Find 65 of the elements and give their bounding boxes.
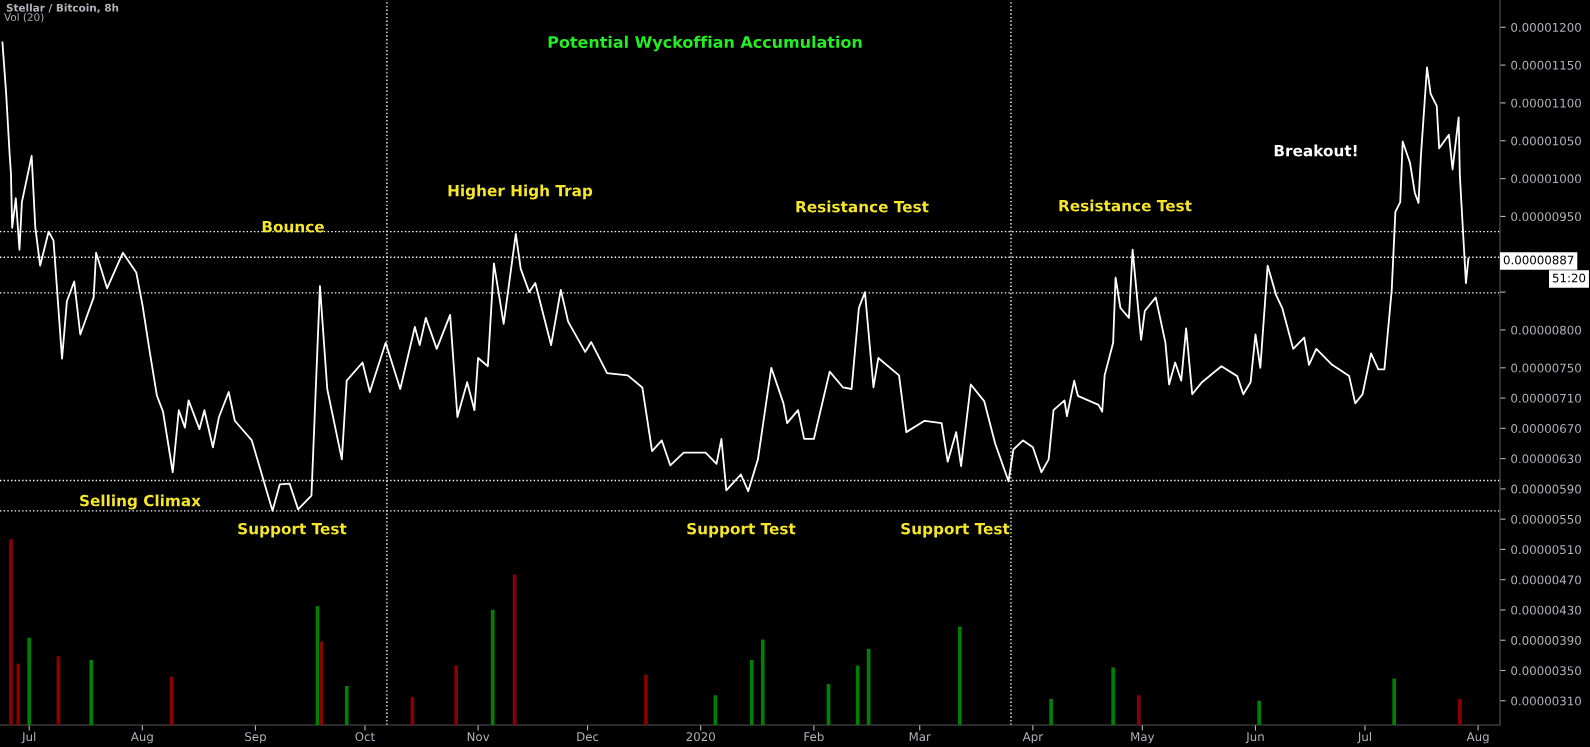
annotation: Support Test <box>238 522 347 538</box>
annotation: Resistance Test <box>1059 199 1192 212</box>
y-tick-label: 0.00001050 <box>1511 136 1581 146</box>
x-tick-label: Jul <box>1357 731 1371 744</box>
bar <box>27 637 32 725</box>
bar <box>644 674 648 725</box>
bar <box>454 665 459 725</box>
y-tick-label: 0.00001100 <box>1511 98 1581 108</box>
y-tick-label: 0.00000390 <box>1511 635 1581 645</box>
x-tick-label: Nov <box>467 732 490 742</box>
y-tick-label: 0.00000550 <box>1511 514 1581 524</box>
bar <box>9 539 13 725</box>
text: Potential Wyckoffian Accumulation <box>548 35 862 52</box>
x-tick-label: Sep <box>245 732 266 744</box>
bar <box>344 686 349 725</box>
y-tick-label: 0.00000430 <box>1511 605 1581 615</box>
x-tick-label: Jun <box>1245 732 1264 744</box>
annotation: Vol (20) <box>4 12 44 23</box>
bar <box>1136 695 1141 725</box>
annotation: Bounce <box>262 221 324 233</box>
y-tick-label: 0.00000750 <box>1511 363 1581 373</box>
annotation: Support Test <box>687 522 796 538</box>
y-tick-label: 0.00000710 <box>1511 393 1581 403</box>
annotation: Breakout! <box>1274 144 1357 157</box>
bar <box>490 609 495 725</box>
x-tick-label: Apr <box>1022 732 1044 744</box>
bar <box>16 663 21 725</box>
y-tick-label: 0.00000950 <box>1511 212 1581 222</box>
bar <box>319 641 323 725</box>
x-tick-label: Aug <box>130 732 153 744</box>
x-tick-label: Dec <box>577 732 599 742</box>
chart-title: Stellar / Bitcoin, 8h <box>6 3 119 14</box>
bar <box>1392 678 1396 725</box>
x-tick-label: May <box>1131 732 1155 744</box>
bar <box>1111 667 1115 725</box>
annotation: Support Test <box>901 522 1010 538</box>
y-tick-label: 0.00001200 <box>1511 22 1581 32</box>
y-tick-label: 0.00001150 <box>1511 60 1581 70</box>
bar <box>760 639 765 725</box>
text: 0.00000887 <box>1503 255 1574 265</box>
y-tick-label: 0.00001000 <box>1511 174 1581 184</box>
y-tick-label: 0.00000630 <box>1511 454 1581 464</box>
bar <box>1049 699 1053 725</box>
bar <box>89 660 94 725</box>
y-tick-label: 0.00000310 <box>1511 696 1581 706</box>
annotation: Higher High Trap <box>448 184 593 200</box>
y-tick-label: 0.00000470 <box>1511 575 1581 585</box>
annotation: Resistance Test <box>796 200 929 213</box>
y-tick-label: 0.00000510 <box>1511 545 1581 555</box>
y-tick-label: 0.00000670 <box>1511 424 1581 433</box>
y-tick-label: 0.00000350 <box>1511 666 1581 676</box>
text: 51:20 <box>1552 273 1586 283</box>
x-tick-label: Aug <box>1466 732 1489 744</box>
bar <box>1257 700 1261 725</box>
annotation: Selling Climax <box>80 494 201 510</box>
x-tick-label: Oct <box>355 732 375 742</box>
bar <box>750 660 754 725</box>
y-tick-label: 0.00000800 <box>1511 325 1581 335</box>
x-tick-label: Feb <box>804 731 824 742</box>
y-tick-label: 0.00000590 <box>1511 484 1581 494</box>
x-tick-label: 2020 <box>686 732 715 742</box>
x-tick-label: Jul <box>21 731 36 744</box>
x-tick-label: Mar <box>909 732 931 742</box>
bar <box>958 626 962 725</box>
bar <box>1458 699 1462 725</box>
